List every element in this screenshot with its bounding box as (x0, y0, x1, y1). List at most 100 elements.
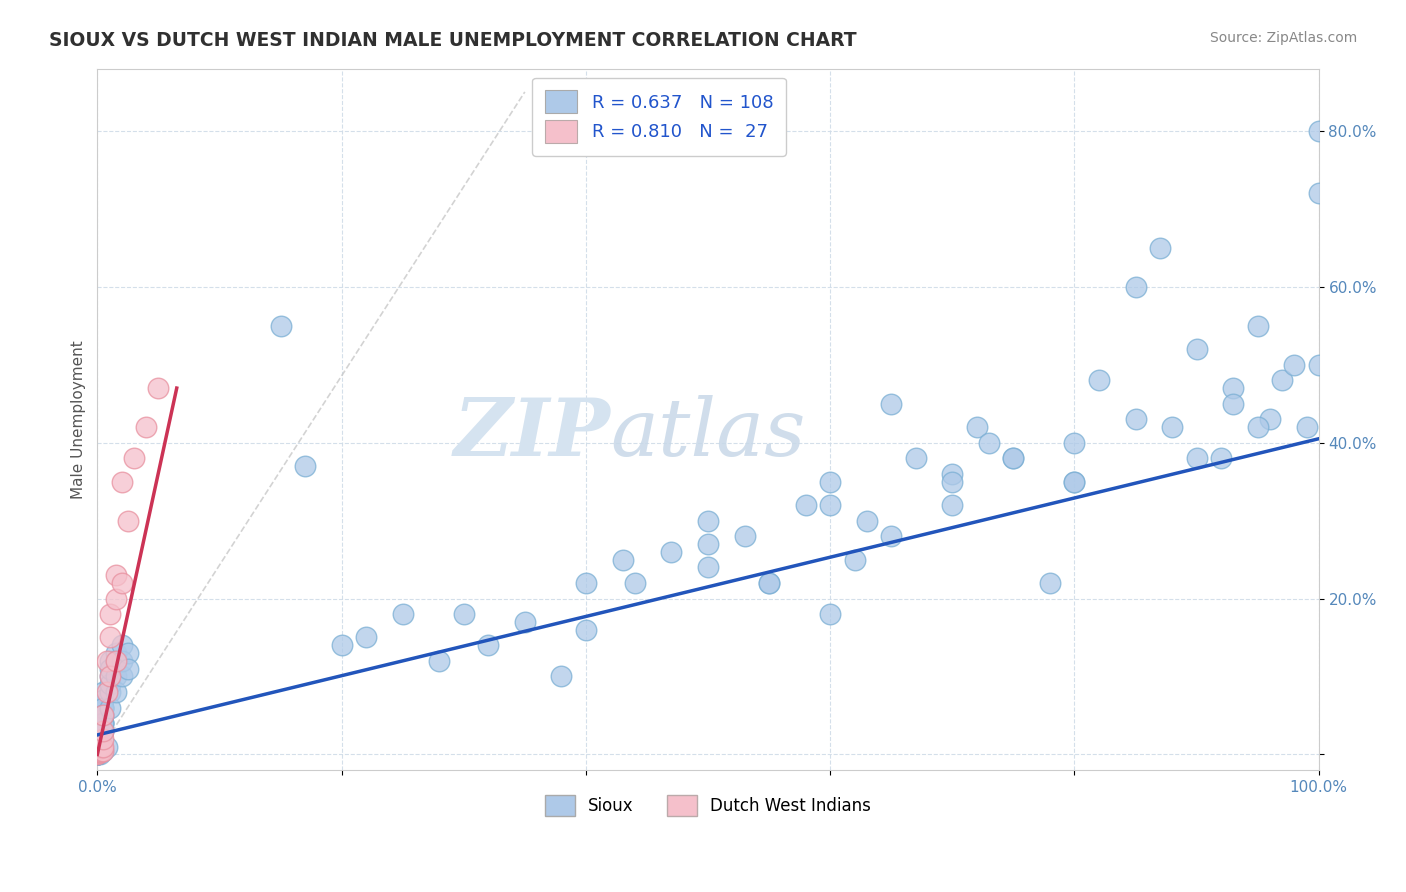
Point (1063, 475, 1085, 489)
Point (93, 739, 115, 754)
Point (966, 420, 988, 434)
Point (93, 716, 115, 731)
Point (818, 607, 841, 621)
Point (104, 568, 127, 582)
Point (1246, 420, 1268, 434)
Point (104, 669, 127, 683)
Point (844, 552, 866, 566)
Point (1246, 318, 1268, 333)
Point (93, 731, 115, 746)
Point (96, 739, 118, 754)
Point (612, 552, 634, 566)
Point (93, 716, 115, 731)
Point (93, 708, 115, 723)
Point (354, 631, 377, 645)
Point (86, 747, 108, 762)
Point (734, 529, 756, 543)
Point (794, 498, 817, 512)
Point (104, 646, 127, 660)
Point (104, 654, 127, 668)
Point (1125, 279, 1147, 293)
Point (98, 685, 121, 699)
Point (1271, 373, 1294, 387)
Point (93, 724, 115, 739)
Point (856, 514, 879, 528)
Point (1002, 451, 1025, 466)
Point (98, 607, 121, 621)
Point (86, 747, 108, 762)
Point (86, 747, 108, 762)
Point (661, 545, 683, 559)
Point (111, 669, 134, 683)
Point (98, 669, 121, 683)
Point (117, 646, 139, 660)
Point (86, 747, 108, 762)
Point (117, 662, 139, 676)
Point (91, 743, 114, 757)
Point (93, 743, 115, 757)
Point (270, 318, 292, 333)
Point (86, 747, 108, 762)
Point (758, 576, 780, 591)
Point (1308, 358, 1330, 372)
Point (98, 677, 121, 691)
Point (1002, 451, 1025, 466)
Point (880, 397, 903, 411)
Point (111, 475, 134, 489)
Point (93, 685, 115, 699)
Text: atlas: atlas (610, 394, 806, 472)
Y-axis label: Male Unemployment: Male Unemployment (72, 340, 86, 499)
Point (117, 514, 139, 528)
Point (941, 498, 963, 512)
Text: Source: ZipAtlas.com: Source: ZipAtlas.com (1209, 31, 1357, 45)
Point (1185, 342, 1208, 356)
Point (86, 747, 108, 762)
Point (93, 708, 115, 723)
Point (93, 693, 115, 707)
Point (1063, 475, 1085, 489)
Point (1308, 186, 1330, 201)
Point (111, 654, 134, 668)
Point (550, 669, 572, 683)
Point (86, 747, 108, 762)
Point (513, 615, 536, 629)
Point (941, 475, 963, 489)
Point (477, 638, 499, 652)
Point (93, 724, 115, 739)
Point (1222, 397, 1244, 411)
Point (148, 381, 170, 395)
Point (1209, 451, 1232, 466)
Point (294, 458, 316, 473)
Point (135, 420, 157, 434)
Point (93, 708, 115, 723)
Point (391, 607, 413, 621)
Point (90, 745, 112, 759)
Point (93, 700, 115, 714)
Point (86, 747, 108, 762)
Point (93, 693, 115, 707)
Point (1039, 576, 1062, 591)
Point (1185, 451, 1208, 466)
Point (98, 631, 121, 645)
Point (93, 716, 115, 731)
Point (86, 745, 108, 759)
Point (90, 743, 112, 757)
Point (1149, 241, 1171, 255)
Point (98, 662, 121, 676)
Point (86, 747, 108, 762)
Point (93, 708, 115, 723)
Point (86, 745, 108, 759)
Point (697, 514, 720, 528)
Point (697, 537, 720, 551)
Point (623, 576, 645, 591)
Point (89, 741, 111, 756)
Point (575, 623, 598, 637)
Point (818, 475, 841, 489)
Point (90, 739, 112, 754)
Point (1258, 412, 1281, 426)
Point (98, 654, 121, 668)
Point (90, 741, 112, 756)
Point (122, 451, 145, 466)
Point (904, 451, 927, 466)
Point (90, 739, 112, 754)
